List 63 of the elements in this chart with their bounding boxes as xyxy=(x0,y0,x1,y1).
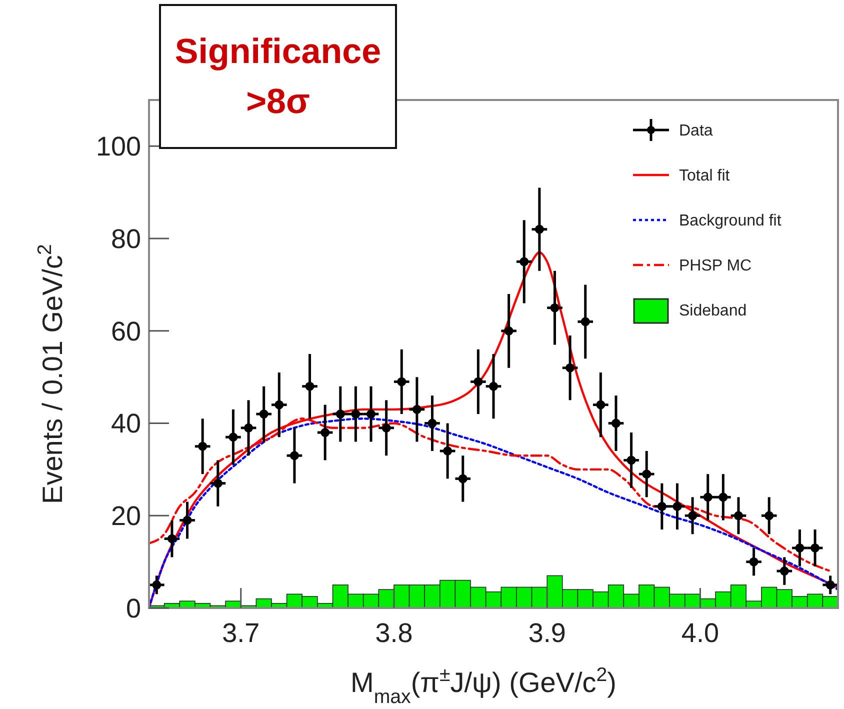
point xyxy=(642,470,652,479)
point xyxy=(412,404,422,414)
x-tick-label: 4.0 xyxy=(681,618,719,648)
point xyxy=(198,442,208,451)
legend-label: Data xyxy=(679,122,713,140)
point xyxy=(504,326,514,336)
legend-label: PHSP MC xyxy=(679,258,752,275)
point xyxy=(626,456,636,465)
point xyxy=(810,543,820,552)
point xyxy=(213,478,222,488)
point xyxy=(795,543,804,552)
point xyxy=(596,400,606,410)
point xyxy=(780,566,789,576)
point xyxy=(718,492,728,502)
point xyxy=(534,224,544,234)
point xyxy=(428,418,437,428)
point xyxy=(672,502,682,511)
legend-label: Background fit xyxy=(679,212,782,230)
point xyxy=(351,410,360,419)
point xyxy=(826,580,835,590)
y-tick-label: 20 xyxy=(110,501,141,532)
point xyxy=(764,511,774,520)
legend-label: Sideband xyxy=(679,302,747,320)
point xyxy=(580,317,590,326)
point xyxy=(566,363,575,372)
x-tick-label: 3.7 xyxy=(222,618,260,648)
point xyxy=(320,428,330,438)
point xyxy=(703,492,712,502)
annotation: Significance >8σ xyxy=(174,32,382,121)
point xyxy=(734,511,743,520)
point xyxy=(520,257,529,266)
point xyxy=(458,474,468,484)
point xyxy=(749,557,758,566)
point xyxy=(259,410,268,419)
point xyxy=(397,377,406,386)
point xyxy=(611,418,620,428)
x-tick-label: 3.9 xyxy=(528,618,566,648)
y-tick-label: 40 xyxy=(110,408,141,439)
x-tick-label: 3.8 xyxy=(375,618,413,648)
y-tick-label: 80 xyxy=(110,224,141,254)
point xyxy=(152,580,162,590)
point xyxy=(305,382,314,391)
line-series xyxy=(149,418,838,608)
point xyxy=(443,446,452,456)
point xyxy=(474,377,483,386)
point xyxy=(336,410,345,419)
x-axis-title: M$_{max}$(π$^{±}$J/ψ) (GeV/c$^{2}$) xyxy=(350,664,616,708)
point xyxy=(382,423,391,432)
y-tick-label: 100 xyxy=(96,132,141,162)
point xyxy=(489,382,498,391)
point xyxy=(550,303,560,312)
legend-label: Total fit xyxy=(679,168,730,185)
point xyxy=(244,423,254,432)
point xyxy=(290,451,299,460)
point xyxy=(228,432,238,442)
point xyxy=(182,516,192,525)
y-tick-label: 60 xyxy=(110,316,141,346)
point xyxy=(366,410,376,419)
point xyxy=(274,400,284,410)
y-tick-label: 0 xyxy=(126,593,141,624)
point xyxy=(688,511,698,520)
point xyxy=(167,534,176,544)
point xyxy=(657,502,666,511)
